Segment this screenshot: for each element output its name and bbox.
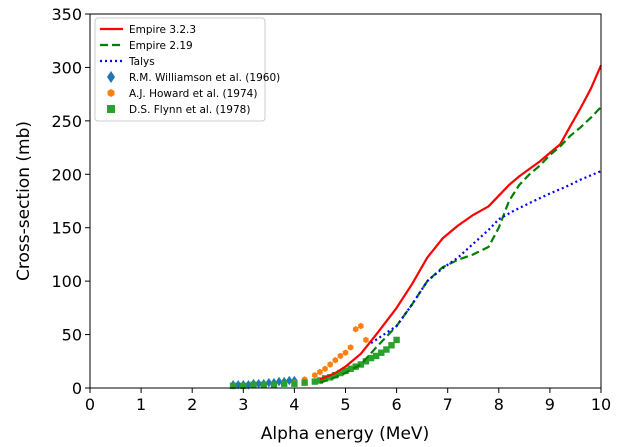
data-point-series-5 [326, 374, 334, 381]
legend-frame [94, 17, 266, 122]
y-tick-label: 100 [51, 272, 82, 291]
series-line-2 [370, 170, 602, 345]
x-tick-label: 0 [85, 395, 95, 414]
data-point-series-5 [362, 358, 370, 365]
data-point-series-5 [342, 367, 349, 375]
data-point-series-5 [291, 380, 298, 387]
y-tick-label: 350 [51, 5, 82, 24]
data-point-series-3 [234, 379, 242, 390]
data-point-series-5 [260, 381, 267, 388]
data-point-series-4 [327, 361, 333, 368]
data-point-series-5 [316, 377, 324, 384]
data-point-series-5 [240, 382, 247, 390]
data-point-series-4 [363, 336, 369, 344]
x-tick-label: 7 [443, 395, 453, 414]
y-tick-label: 200 [51, 165, 82, 184]
x-tick-label: 2 [187, 395, 197, 414]
data-point-series-5 [378, 349, 385, 356]
y-tick-label: 0 [72, 379, 82, 398]
data-point-series-3 [265, 377, 273, 388]
y-tick-label: 250 [51, 112, 82, 131]
x-tick-label: 6 [392, 395, 402, 414]
x-tick-label: 4 [289, 395, 299, 414]
x-tick-label: 9 [545, 395, 555, 414]
x-tick-label: 3 [238, 395, 248, 414]
x-tick-label: 10 [591, 395, 611, 414]
data-point-series-5 [311, 378, 319, 385]
y-tick-label: 50 [62, 326, 82, 345]
series-line-1 [319, 106, 602, 384]
data-point-series-5 [250, 381, 257, 388]
data-point-series-5 [301, 379, 308, 386]
data-point-series-3 [255, 378, 262, 389]
data-point-series-4 [322, 365, 328, 372]
data-point-series-5 [372, 352, 380, 360]
data-point-series-5 [393, 336, 400, 344]
data-point-series-5 [280, 380, 288, 387]
y-tick-label: 150 [51, 219, 82, 238]
data-point-series-4 [317, 368, 323, 376]
data-point-series-3 [275, 376, 283, 387]
plot-layer [229, 64, 603, 390]
legend-symbol-4 [107, 89, 115, 97]
data-point-series-5 [383, 346, 390, 353]
data-point-series-4 [337, 352, 344, 360]
data-point-series-5 [388, 342, 395, 349]
y-tick-label: 300 [51, 58, 82, 77]
series-line-0 [319, 64, 603, 381]
legend-label-empire-323: Empire 3.2.3 [129, 24, 196, 36]
data-point-series-3 [245, 379, 252, 390]
legend-symbol-5 [107, 105, 115, 113]
data-point-series-4 [312, 372, 318, 379]
data-point-series-4 [347, 344, 354, 351]
data-point-series-5 [367, 354, 375, 362]
legend-label-talys: Talys [128, 56, 155, 68]
data-point-series-4 [358, 322, 364, 330]
data-point-series-5 [337, 369, 344, 377]
x-tick-label: 1 [136, 395, 146, 414]
x-tick-label: 8 [494, 395, 504, 414]
legend-label-howard: A.J. Howard et al. (1974) [129, 88, 257, 100]
data-point-series-4 [332, 357, 339, 364]
x-tick-label: 5 [340, 395, 350, 414]
data-point-series-5 [332, 371, 339, 379]
legend-label-flynn: D.S. Flynn et al. (1978) [129, 104, 250, 116]
data-point-series-5 [270, 381, 278, 388]
y-axis-title: Cross-section (mb) [14, 121, 34, 281]
data-point-series-4 [352, 326, 359, 333]
legend: Empire 3.2.3 Empire 2.19 Talys R.M. Will… [94, 17, 280, 122]
legend-label-williamson: R.M. Williamson et al. (1960) [129, 72, 280, 84]
data-point-series-4 [342, 349, 349, 356]
data-point-series-5 [229, 382, 237, 390]
legend-symbol-3 [107, 71, 115, 83]
x-axis-title: Alpha energy (MeV) [261, 424, 429, 444]
data-point-series-3 [286, 375, 293, 386]
data-point-series-5 [357, 361, 365, 368]
legend-symbols [100, 27, 123, 113]
legend-label-empire-219: Empire 2.19 [129, 40, 193, 52]
data-point-series-5 [347, 365, 354, 372]
